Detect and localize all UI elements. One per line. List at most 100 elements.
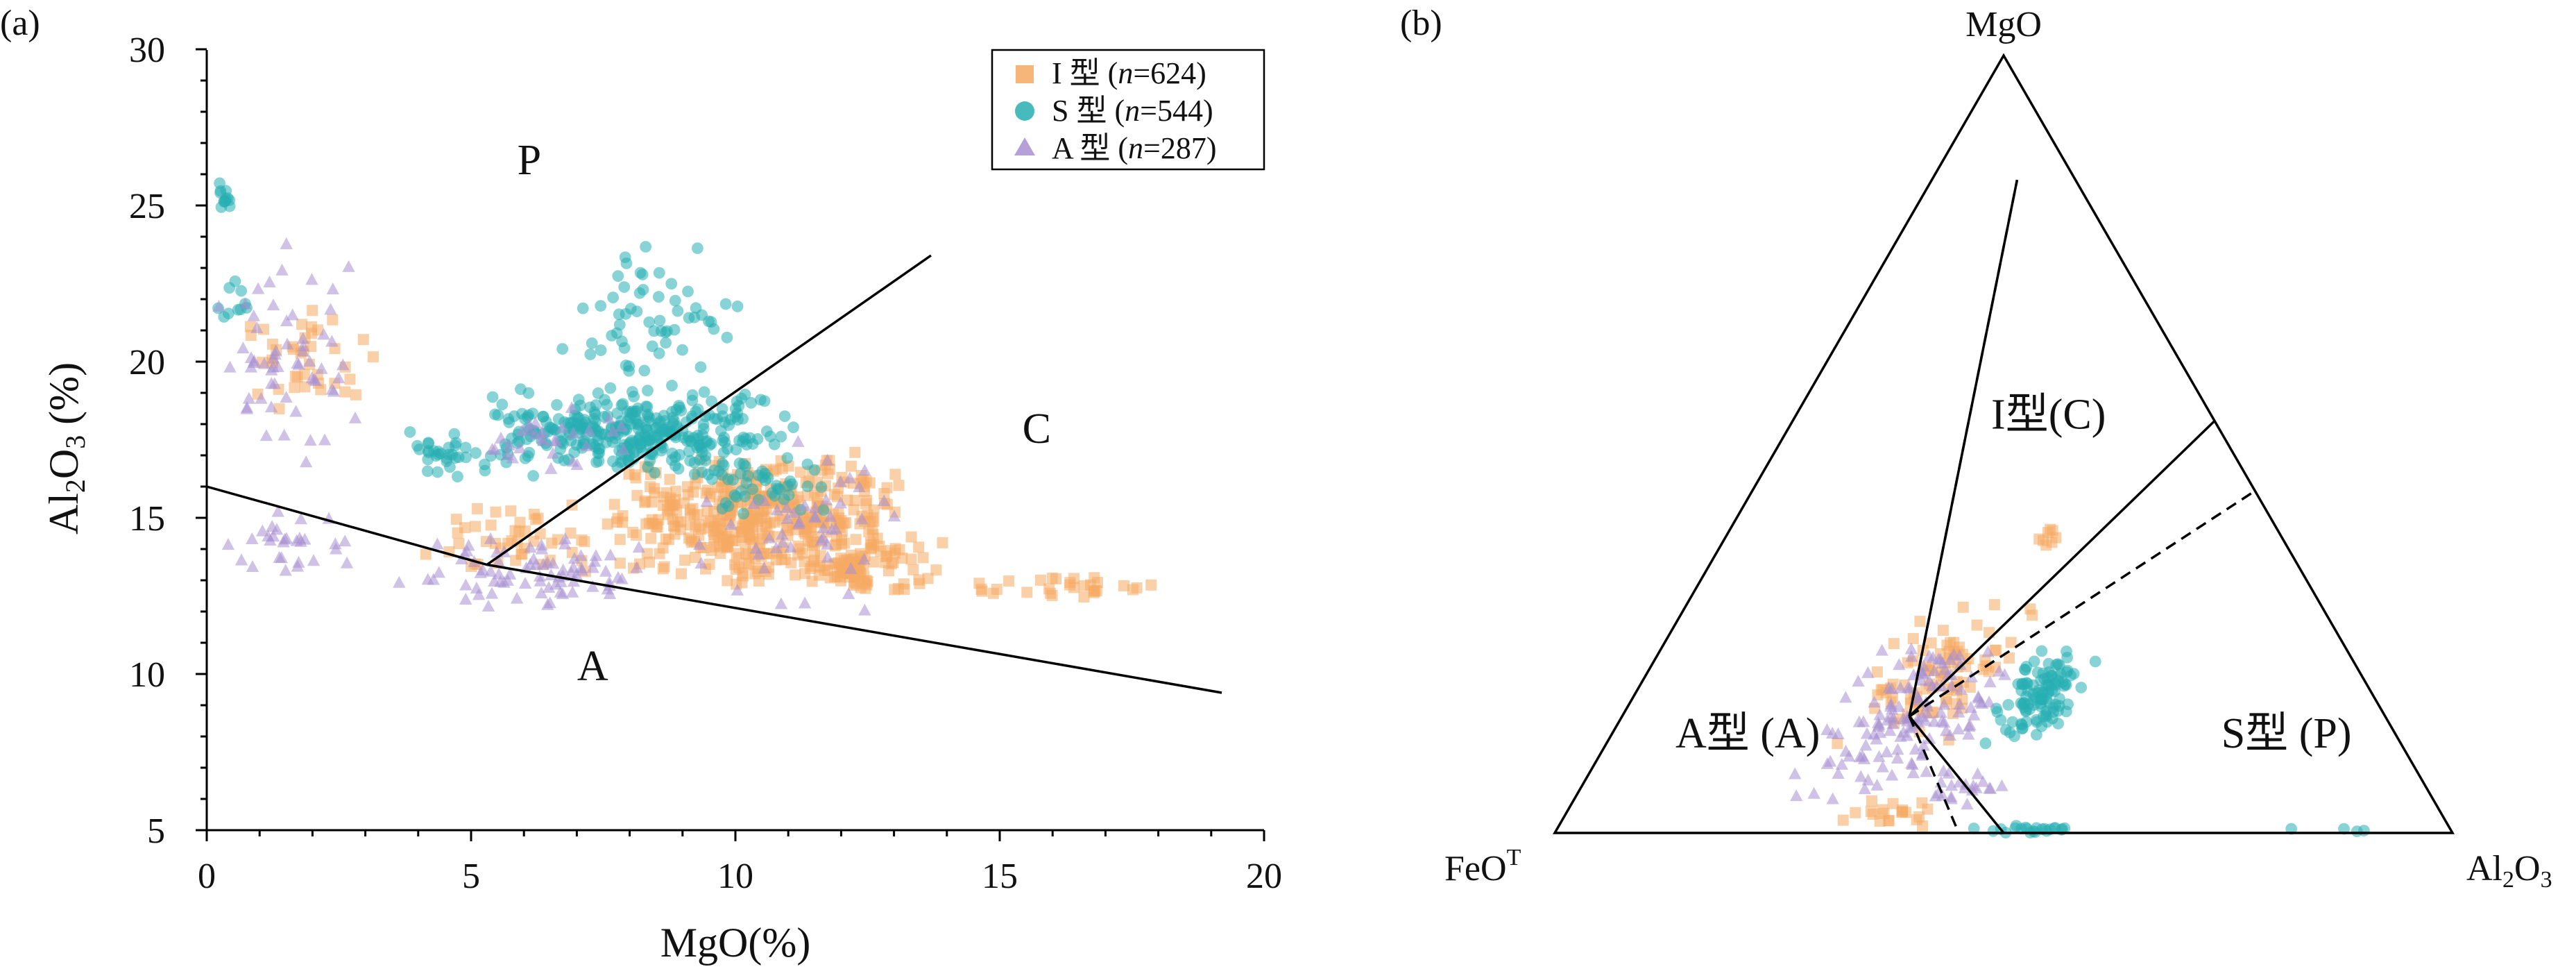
y-tick-label: 5 — [147, 811, 165, 851]
data-point-a-type — [582, 423, 596, 436]
data-point-s-type — [607, 455, 619, 467]
data-point-i-type — [973, 578, 985, 589]
data-point-a-type — [266, 298, 280, 311]
data-point-a-type — [1920, 707, 1934, 719]
scatter-points-a — [212, 177, 1157, 616]
data-point-i-type — [509, 525, 521, 537]
data-point-a-type — [1876, 760, 1889, 773]
data-point-a-type — [291, 559, 305, 572]
data-point-s-type — [2028, 655, 2040, 668]
data-point-i-type — [1131, 582, 1143, 593]
data-point-s-type — [624, 437, 636, 449]
data-point-s-type — [2002, 698, 2015, 711]
data-point-i-type — [420, 548, 432, 560]
data-point-s-type — [768, 438, 781, 450]
data-point-a-type — [547, 434, 561, 446]
data-point-a-type — [250, 321, 264, 333]
data-point-s-type — [496, 398, 509, 411]
data-point-s-type — [470, 447, 482, 459]
data-point-i-type — [1925, 637, 1937, 649]
data-point-i-type — [922, 573, 934, 584]
data-point-s-type — [2020, 821, 2032, 834]
data-point-i-type — [708, 541, 720, 553]
data-point-s-type — [706, 473, 718, 485]
data-point-i-type — [907, 564, 919, 575]
data-point-a-type — [536, 432, 549, 444]
data-point-a-type — [1832, 766, 1845, 779]
data-point-a-type — [470, 581, 484, 593]
data-point-i-type — [565, 527, 577, 539]
data-point-a-type — [432, 566, 445, 578]
data-point-i-type — [1078, 591, 1090, 603]
data-point-s-type — [698, 386, 710, 398]
data-point-i-type — [357, 334, 369, 346]
data-point-i-type — [1088, 584, 1100, 596]
data-point-a-type — [1954, 682, 1968, 695]
data-point-a-type — [1858, 782, 1872, 795]
data-point-a-type — [247, 309, 260, 321]
data-point-s-type — [595, 344, 607, 356]
data-point-s-type — [452, 471, 463, 483]
data-point-a-type — [315, 362, 328, 374]
vertex-label-al2o3: Al2O3 — [2466, 849, 2552, 893]
data-point-i-type — [1907, 633, 1919, 645]
data-point-a-type — [348, 411, 362, 423]
data-point-a-type — [1854, 770, 1868, 782]
data-point-s-type — [2016, 698, 2029, 711]
data-point-s-type — [492, 409, 504, 421]
data-point-i-type — [617, 510, 629, 522]
x-tick-labels: 0 5 10 15 20 — [198, 857, 1282, 896]
data-point-a-type — [1885, 682, 1898, 695]
data-point-i-type — [905, 553, 917, 565]
data-point-a-type — [878, 494, 891, 507]
data-point-a-type — [265, 377, 278, 389]
data-point-s-type — [774, 483, 786, 496]
data-point-i-type — [991, 583, 1003, 595]
data-point-a-type — [275, 551, 288, 564]
data-point-a-type — [567, 560, 580, 573]
boundary-lines-a — [206, 254, 1222, 694]
data-point-s-type — [676, 344, 688, 356]
data-point-i-type — [703, 515, 715, 527]
data-point-a-type — [326, 283, 340, 295]
boundary-line — [1908, 715, 2005, 834]
data-point-i-type — [1021, 587, 1033, 598]
data-point-a-type — [1916, 666, 1929, 678]
boundary-lines-b — [1908, 179, 2256, 834]
data-point-s-type — [641, 410, 654, 423]
data-point-a-type — [1937, 698, 1951, 710]
data-point-a-type — [1807, 786, 1820, 799]
data-point-a-type — [255, 391, 268, 404]
data-point-i-type — [485, 519, 497, 531]
data-point-s-type — [604, 382, 617, 394]
data-point-a-type — [237, 342, 250, 354]
data-point-i-type — [1971, 619, 1983, 631]
data-point-i-type — [868, 504, 880, 516]
data-point-a-type — [239, 297, 252, 310]
boundary-line — [486, 254, 932, 566]
data-point-a-type — [770, 503, 784, 516]
data-point-s-type — [606, 330, 618, 342]
data-point-i-type — [905, 531, 917, 543]
data-point-s-type — [731, 301, 744, 312]
legend-entry-s-type: S 型 (n=544) — [1052, 94, 1213, 128]
data-point-a-type — [324, 303, 337, 315]
data-point-s-type — [623, 360, 636, 373]
data-point-a-type — [781, 512, 794, 524]
data-point-s-type — [607, 292, 620, 303]
data-point-i-type — [534, 528, 546, 540]
data-point-a-type — [558, 532, 572, 544]
data-point-s-type — [653, 267, 665, 279]
data-point-a-type — [580, 439, 593, 452]
data-point-a-type — [280, 337, 294, 350]
data-point-i-type — [722, 575, 733, 587]
axis-ticks-a — [196, 48, 1265, 841]
data-point-s-type — [696, 446, 708, 458]
data-point-s-type — [486, 391, 499, 403]
boundary-line — [1908, 420, 2216, 718]
data-point-s-type — [660, 337, 672, 349]
data-point-i-type — [740, 519, 751, 530]
data-point-a-type — [604, 548, 617, 561]
data-point-s-type — [682, 285, 694, 298]
y-tick-label: 25 — [129, 187, 165, 226]
